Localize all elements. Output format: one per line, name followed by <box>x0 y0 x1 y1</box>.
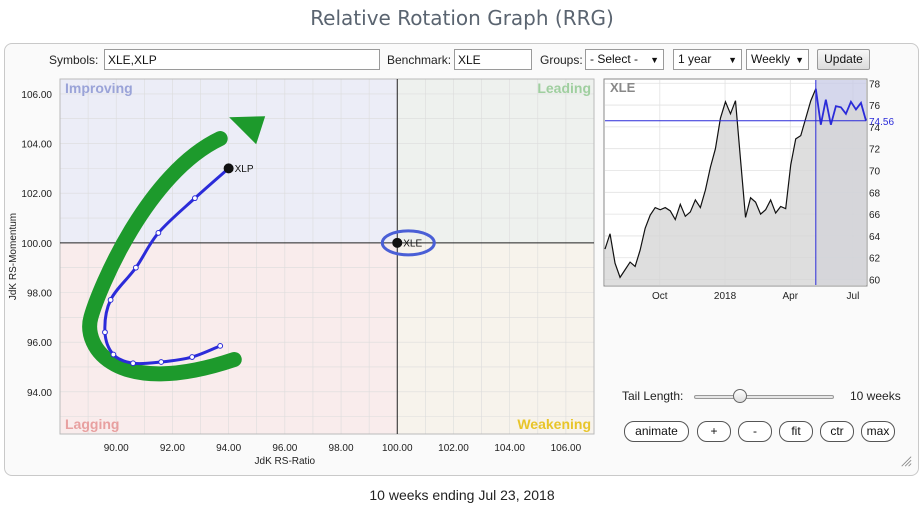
x-tick-label: 90.00 <box>104 443 129 454</box>
y-axis-label: JdK RS-Momentum <box>8 213 19 300</box>
chevron-down-icon: ▼ <box>650 55 659 65</box>
fit-button[interactable]: fit <box>779 421 813 442</box>
period-select-value: 1 year <box>678 52 712 66</box>
zoom-in-button[interactable]: + <box>697 421 731 442</box>
tail-controls: Tail Length: 10 weeks <box>622 387 912 447</box>
head-point-xle[interactable] <box>392 237 403 248</box>
x-axis-label: JdK RS-Ratio <box>255 456 316 467</box>
tail-point <box>192 195 198 202</box>
app-title: Relative Rotation Graph (RRG) <box>310 6 614 30</box>
groups-label: Groups: <box>540 53 583 67</box>
annotation-arrow-head <box>229 116 266 145</box>
y-tick-label: 96.00 <box>27 338 52 349</box>
tail-point <box>132 264 139 271</box>
frequency-select[interactable]: Weekly ▼ <box>746 49 809 70</box>
symbols-input[interactable] <box>104 49 380 70</box>
zoom-out-button[interactable]: - <box>738 421 772 442</box>
rrg-quadrants <box>60 79 594 434</box>
x-tick-label: 94.00 <box>216 443 241 454</box>
chevron-down-icon: ▼ <box>795 55 804 65</box>
tail-point <box>155 230 162 236</box>
y-tick-label: 94.00 <box>27 388 52 399</box>
quadrant-leading <box>397 79 594 243</box>
annotation-arrow-shaft <box>82 131 242 382</box>
y-tick-label: 100.00 <box>21 239 52 250</box>
groups-select-value: - Select - <box>590 52 639 66</box>
animate-button[interactable]: animate <box>624 421 689 442</box>
rrg-tails: XLP XLE <box>102 163 436 367</box>
period-select[interactable]: 1 year ▼ <box>673 49 742 70</box>
y-tick-label: 104.00 <box>21 140 52 151</box>
plot-frame <box>59 78 595 435</box>
chevron-down-icon: ▼ <box>728 55 737 65</box>
x-tick-label: 92.00 <box>160 443 185 454</box>
update-button[interactable]: Update <box>817 49 870 70</box>
y-tick-label: 98.00 <box>27 288 52 299</box>
tail-length-slider-handle[interactable] <box>733 389 748 403</box>
tail-point <box>158 359 165 365</box>
rrg-chart[interactable]: Improving Leading Lagging Weakening 90.0… <box>0 0 924 480</box>
maximize-button[interactable]: max <box>861 421 895 442</box>
frequency-select-value: Weekly <box>751 52 791 66</box>
center-button[interactable]: ctr <box>820 421 854 442</box>
x-tick-label: 100.00 <box>382 443 413 454</box>
x-tick-label: 96.00 <box>272 443 297 454</box>
footer-caption: 10 weeks ending Jul 23, 2018 <box>369 487 555 503</box>
tail-point <box>130 360 136 367</box>
x-tick-label: 98.00 <box>329 443 354 454</box>
series-label-xlp: XLP <box>235 164 254 175</box>
y-tick-label: 102.00 <box>21 189 52 200</box>
tail-length-value: 10 weeks <box>850 389 901 403</box>
x-tick-label: 104.00 <box>494 443 525 454</box>
y-axis-ticks: 106.00 104.00 102.00 100.00 98.00 96.00 94.00 <box>21 90 52 399</box>
benchmark-input[interactable] <box>454 49 532 70</box>
x-tick-label: 102.00 <box>438 443 469 454</box>
resize-grip-icon[interactable] <box>900 455 912 467</box>
tail-point <box>110 351 117 358</box>
quadrant-label-lagging: Lagging <box>65 416 119 432</box>
tail-point <box>189 354 195 360</box>
symbols-label: Symbols: <box>49 53 99 67</box>
tail-point <box>217 342 224 349</box>
tail-point <box>102 329 108 336</box>
tail-length-label: Tail Length: <box>622 389 684 403</box>
toolbar: Symbols: Benchmark: Groups: - Select - ▼… <box>5 44 918 74</box>
tail-length-slider[interactable] <box>694 395 834 399</box>
y-tick-label: 106.00 <box>21 90 52 101</box>
benchmark-label: Benchmark: <box>387 53 452 67</box>
series-label-xle: XLE <box>403 238 422 249</box>
x-tick-label: 106.00 <box>551 443 582 454</box>
quadrant-label-leading: Leading <box>537 80 591 96</box>
groups-select[interactable]: - Select - ▼ <box>585 49 664 70</box>
quadrant-label-weakening: Weakening <box>517 416 591 432</box>
x-axis-ticks: 90.00 92.00 94.00 96.00 98.00 100.00 102.00 104… <box>104 443 582 454</box>
tail-point <box>107 297 114 303</box>
quadrant-label-improving: Improving <box>65 80 133 96</box>
quadrant-weakening <box>397 242 594 434</box>
benchmark-highlight-ring <box>380 229 436 257</box>
head-point-xlp[interactable] <box>223 163 234 174</box>
